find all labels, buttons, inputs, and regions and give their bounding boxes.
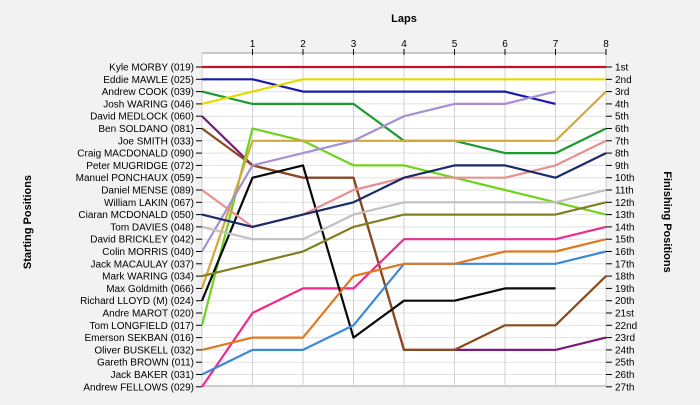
finishing-position-label: 10th: [615, 173, 634, 184]
finishing-position-label: 21st: [615, 309, 634, 320]
series-line-10: [200, 90, 607, 289]
starting-position-label: David BRICKLEY (042): [90, 235, 194, 246]
starting-position-label: Manuel PONCHAUX (059): [76, 173, 194, 184]
finishing-position-label: 9th: [615, 161, 629, 172]
starting-position-label: Emerson SEKBAN (016): [85, 333, 195, 344]
finishing-position-label: 27th: [615, 382, 634, 393]
lap-tick-label: 6: [502, 39, 508, 50]
finishing-position-label: 20th: [615, 296, 634, 307]
lap-tick-label: 3: [351, 39, 357, 50]
finishing-position-label: 26th: [615, 370, 634, 381]
starting-position-label: Craig MACDONALD (090): [77, 149, 194, 160]
starting-position-label: Tom LONGFIELD (017): [90, 321, 194, 332]
starting-position-label: Jack BAKER (031): [111, 370, 194, 381]
series-line-16: [201, 152, 607, 228]
lap-tick-label: 8: [603, 39, 609, 50]
lap-tick-label: 1: [250, 39, 256, 50]
starting-position-label: Andrew FELLOWS (029): [83, 382, 194, 393]
finishing-position-label: 25th: [615, 358, 634, 369]
starting-position-label: Colin MORRIS (040): [102, 247, 194, 258]
starting-position-label: Max Goldmith (066): [106, 284, 194, 295]
series-lines: [200, 65, 607, 388]
starting-position-label: Andre MAROT (020): [102, 309, 194, 320]
series-line-8: [200, 127, 607, 326]
series-line-2: [202, 78, 556, 105]
starting-position-label: Jack MACAULAY (037): [90, 259, 194, 270]
series-line-15: [201, 201, 607, 278]
finishing-position-label: 13th: [615, 210, 634, 221]
finishing-position-label: 16th: [615, 247, 634, 258]
top-axis-label: Laps: [391, 13, 417, 25]
starting-position-label: Ciaran MCDONALD (050): [78, 210, 194, 221]
starting-position-label: William LAKIN (067): [104, 198, 194, 209]
series-line-14: [201, 238, 607, 351]
starting-position-label: David MEDLOCK (060): [90, 112, 194, 123]
finishing-position-label: 12th: [615, 198, 634, 209]
lap-tick-label: 5: [452, 39, 458, 50]
finishing-position-label: 7th: [615, 136, 629, 147]
finishing-position-label: 24th: [615, 345, 634, 356]
series-line-7: [201, 225, 607, 388]
finishing-position-label: 4th: [615, 99, 629, 110]
series-line-9: [200, 164, 556, 339]
finishing-position-label: 17th: [615, 259, 634, 270]
finishing-position-label: 3rd: [615, 87, 629, 98]
series-line-11: [201, 90, 556, 253]
lap-tick-label: 7: [553, 39, 559, 50]
series-line-4: [201, 78, 606, 105]
starting-position-axis: Kyle MORBY (019)Eddie MAWLE (025)Andrew …: [76, 63, 202, 393]
starting-position-label: Mark WARING (034): [102, 272, 194, 283]
left-axis-label: Starting Positions: [22, 175, 34, 269]
starting-position-label: Joe SMITH (033): [118, 136, 194, 147]
starting-position-label: Richard LLOYD (M) (024): [80, 296, 194, 307]
finishing-position-label: 1st: [615, 63, 629, 74]
starting-position-label: Gareth BROWN (011): [97, 358, 194, 369]
series-line-6: [201, 127, 607, 351]
finishing-position-label: 14th: [615, 222, 634, 233]
starting-position-label: Ben SOLDANO (081): [98, 124, 194, 135]
starting-position-label: Daniel MENSE (089): [101, 186, 194, 197]
series-line-17: [201, 188, 607, 241]
right-axis-label: Finishing Positions: [661, 171, 673, 272]
finishing-position-label: 22nd: [615, 321, 637, 332]
finishing-position-label: 18th: [615, 272, 634, 283]
finishing-position-label: 15th: [615, 235, 634, 246]
starting-position-label: Andrew COOK (039): [102, 87, 194, 98]
starting-position-label: Eddie MAWLE (025): [103, 75, 194, 86]
lap-axis: 1 2 3 4 5 6 7 8: [250, 39, 609, 55]
lap-tick-label: 4: [401, 39, 407, 50]
finishing-position-label: 11th: [615, 186, 634, 197]
finishing-position-axis: 1st2nd3rd4th5th6th7th8th9th10th11th12th1…: [606, 63, 637, 393]
finishing-position-label: 6th: [615, 124, 629, 135]
starting-position-label: Josh WARING (046): [103, 99, 194, 110]
finishing-position-label: 23rd: [615, 333, 635, 344]
finishing-position-label: 5th: [615, 112, 629, 123]
starting-position-label: Tom DAVIES (048): [110, 222, 194, 233]
finishing-position-label: 19th: [615, 284, 634, 295]
starting-position-label: Oliver BUSKELL (032): [94, 345, 194, 356]
finishing-position-label: 8th: [615, 149, 629, 160]
finishing-position-label: 2nd: [615, 75, 632, 86]
starting-position-label: Peter MUGRIDGE (072): [86, 161, 194, 172]
starting-position-label: Kyle MORBY (019): [109, 63, 194, 74]
lap-tick-label: 2: [300, 39, 306, 50]
